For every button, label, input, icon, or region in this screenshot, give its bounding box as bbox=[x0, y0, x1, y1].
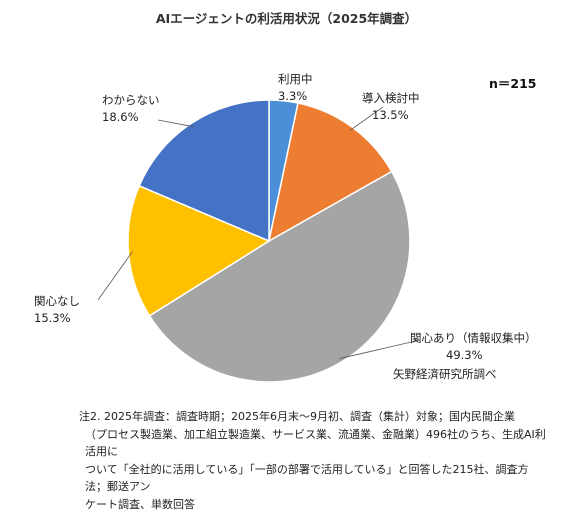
slice-name: 関心あり（情報収集中） bbox=[410, 331, 537, 345]
slice-value: 18.6% bbox=[102, 109, 160, 126]
footnote: 注2. 2025年調査：調査時期；2025年6月末～9月初、調査（集計）対象；国… bbox=[79, 408, 549, 513]
footnote-line: 注2. 2025年調査：調査時期；2025年6月末～9月初、調査（集計）対象；国… bbox=[79, 408, 549, 426]
slice-label-using: 利用中 3.3% bbox=[278, 71, 313, 105]
footnote-line: ケート調査、単数回答 bbox=[79, 496, 549, 513]
slice-label-not-interested: 関心なし 15.3% bbox=[34, 293, 80, 327]
slice-name: 導入検討中 bbox=[362, 91, 420, 105]
leader-line bbox=[158, 120, 193, 127]
source-credit: 矢野経済研究所調べ bbox=[393, 366, 497, 382]
slice-label-unknown: わからない 18.6% bbox=[102, 92, 160, 126]
slice-value: 15.3% bbox=[34, 310, 80, 327]
slice-label-considering: 導入検討中 13.5% bbox=[362, 90, 420, 124]
slice-label-interested: 関心あり（情報収集中） 49.3% bbox=[410, 330, 537, 364]
slice-name: 利用中 bbox=[278, 72, 313, 86]
slice-value: 49.3% bbox=[410, 347, 537, 364]
slice-name: 関心なし bbox=[34, 294, 80, 308]
slice-value: 13.5% bbox=[362, 107, 420, 124]
footnote-line: ついて「全社的に活用している」「一部の部署で活用している」と回答した215社、調… bbox=[79, 461, 549, 496]
leader-line bbox=[98, 252, 132, 300]
footnote-line: （プロセス製造業、加工組立製造業、サービス業、流通業、金融業）496社のうち、生… bbox=[79, 426, 549, 461]
slice-value: 3.3% bbox=[278, 88, 313, 105]
slice-name: わからない bbox=[102, 93, 160, 107]
